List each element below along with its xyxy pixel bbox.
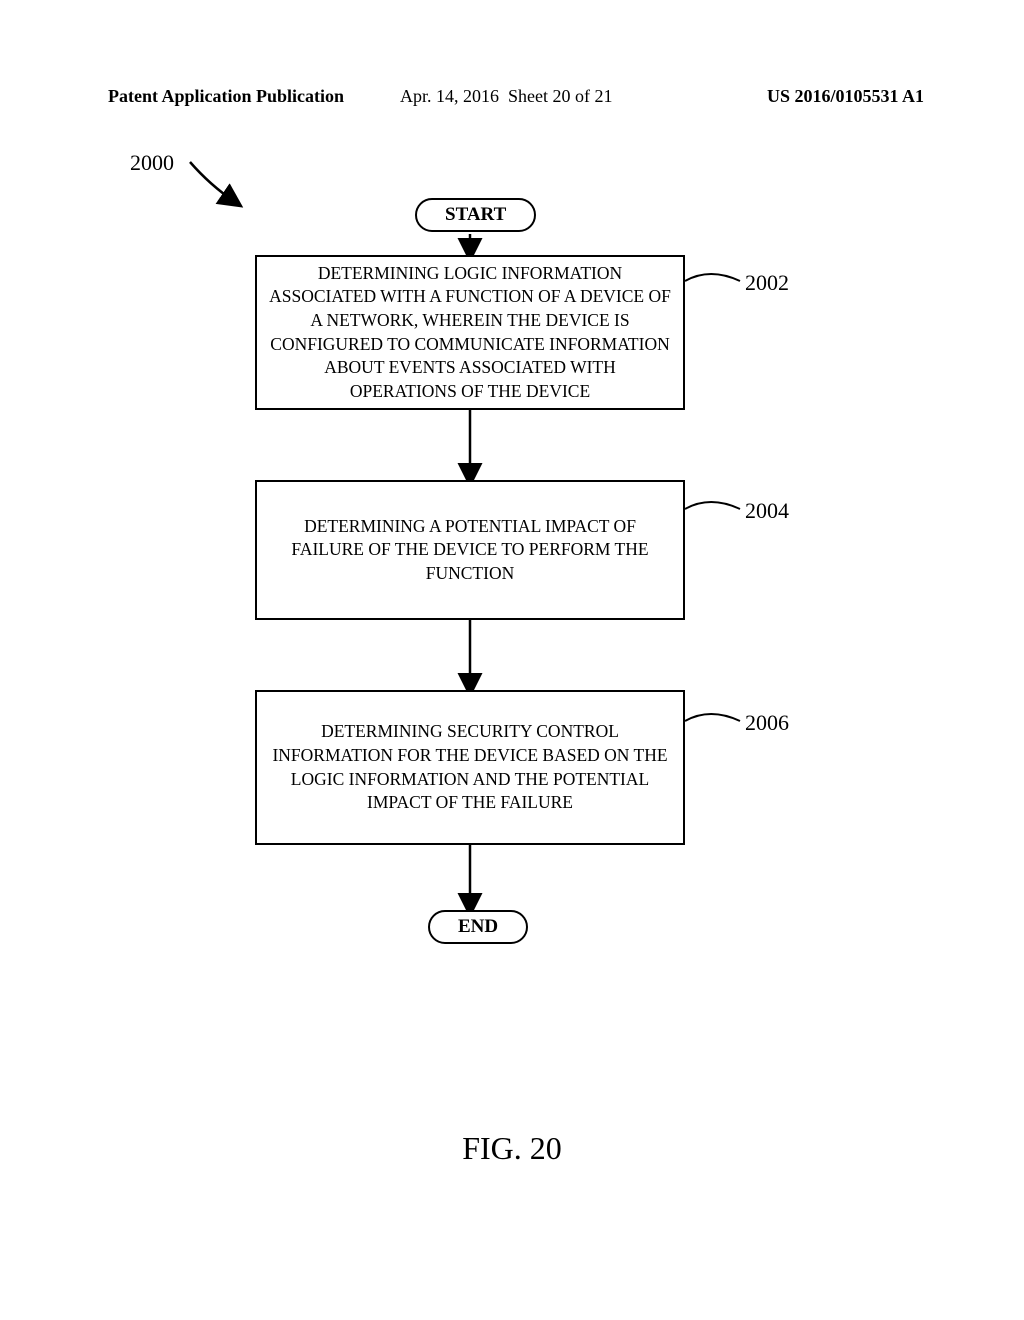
flowchart-step-2002: DETERMINING LOGIC INFORMATION ASSOCIATED…: [255, 255, 685, 410]
flowchart-start: START: [415, 198, 536, 232]
ref-2002: 2002: [745, 270, 789, 296]
header-publication: Patent Application Publication: [108, 86, 344, 107]
flowchart-ref-label: 2000: [130, 150, 174, 176]
header-sheet: Sheet 20 of 21: [508, 86, 612, 106]
flowchart-end: END: [428, 910, 528, 944]
step-text: DETERMINING A POTENTIAL IMPACT OF FAILUR…: [269, 515, 671, 586]
page-header: Patent Application Publication Apr. 14, …: [0, 86, 1024, 107]
flowchart-step-2006: DETERMINING SECURITY CONTROL INFORMATION…: [255, 690, 685, 845]
header-date-sheet: Apr. 14, 2016 Sheet 20 of 21: [400, 86, 612, 107]
figure-label: FIG. 20: [0, 1130, 1024, 1167]
ref-2006: 2006: [745, 710, 789, 736]
step-text: DETERMINING SECURITY CONTROL INFORMATION…: [269, 720, 671, 815]
flowchart: 2000 START DETERMINING LOGIC INFORMATION…: [130, 150, 890, 1050]
ref-2004: 2004: [745, 498, 789, 524]
flowchart-step-2004: DETERMINING A POTENTIAL IMPACT OF FAILUR…: [255, 480, 685, 620]
start-label: START: [445, 204, 506, 225]
step-text: DETERMINING LOGIC INFORMATION ASSOCIATED…: [269, 262, 671, 404]
header-date: Apr. 14, 2016: [400, 86, 499, 106]
end-label: END: [458, 916, 498, 937]
header-pubno: US 2016/0105531 A1: [767, 86, 924, 107]
